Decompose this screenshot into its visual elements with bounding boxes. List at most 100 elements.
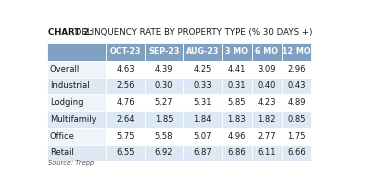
- Bar: [47, 43, 106, 61]
- Text: Overall: Overall: [50, 65, 80, 74]
- Text: Office: Office: [50, 132, 74, 141]
- Text: 2.56: 2.56: [116, 81, 135, 90]
- Bar: [183, 78, 222, 94]
- Bar: [106, 145, 145, 161]
- Bar: [145, 43, 183, 61]
- Bar: [106, 128, 145, 145]
- Bar: [252, 61, 282, 78]
- Bar: [252, 128, 282, 145]
- Bar: [106, 111, 145, 128]
- Text: 6.55: 6.55: [116, 148, 135, 157]
- Bar: [252, 111, 282, 128]
- Bar: [47, 61, 106, 78]
- Text: AUG-23: AUG-23: [186, 47, 219, 57]
- Bar: [145, 145, 183, 161]
- Bar: [183, 61, 222, 78]
- Text: 6.87: 6.87: [193, 148, 212, 157]
- Text: Industrial: Industrial: [50, 81, 89, 90]
- Text: 4.23: 4.23: [257, 98, 276, 107]
- Bar: [282, 43, 312, 61]
- Bar: [47, 145, 106, 161]
- Text: 1.75: 1.75: [287, 132, 306, 141]
- Bar: [106, 78, 145, 94]
- Text: OCT-23: OCT-23: [110, 47, 141, 57]
- Text: CHART 2:: CHART 2:: [48, 28, 93, 37]
- Text: 4.41: 4.41: [227, 65, 246, 74]
- Text: 5.31: 5.31: [193, 98, 212, 107]
- Bar: [145, 94, 183, 111]
- Bar: [183, 43, 222, 61]
- Text: 0.85: 0.85: [287, 115, 306, 124]
- Bar: [282, 78, 312, 94]
- Text: 4.76: 4.76: [116, 98, 135, 107]
- Bar: [222, 111, 252, 128]
- Text: 5.58: 5.58: [155, 132, 173, 141]
- Bar: [282, 128, 312, 145]
- Bar: [183, 111, 222, 128]
- Text: 4.89: 4.89: [287, 98, 306, 107]
- Bar: [222, 94, 252, 111]
- Text: SEP-23: SEP-23: [148, 47, 180, 57]
- Text: 5.27: 5.27: [155, 98, 173, 107]
- Text: 0.33: 0.33: [193, 81, 212, 90]
- Bar: [222, 78, 252, 94]
- Text: 6 MO: 6 MO: [255, 47, 278, 57]
- Text: 6.11: 6.11: [257, 148, 276, 157]
- Bar: [47, 78, 106, 94]
- Bar: [47, 111, 106, 128]
- Bar: [106, 94, 145, 111]
- Text: Lodging: Lodging: [50, 98, 83, 107]
- Bar: [282, 111, 312, 128]
- Bar: [282, 61, 312, 78]
- Bar: [252, 43, 282, 61]
- Bar: [222, 128, 252, 145]
- Bar: [145, 111, 183, 128]
- Text: Source: Trepp: Source: Trepp: [48, 160, 94, 166]
- Text: 2.77: 2.77: [257, 132, 276, 141]
- Text: 5.85: 5.85: [227, 98, 246, 107]
- Bar: [252, 145, 282, 161]
- Text: 4.63: 4.63: [116, 65, 135, 74]
- Bar: [222, 43, 252, 61]
- Text: 0.43: 0.43: [287, 81, 306, 90]
- Text: 4.25: 4.25: [193, 65, 212, 74]
- Text: 2.96: 2.96: [287, 65, 306, 74]
- Bar: [282, 94, 312, 111]
- Text: 5.07: 5.07: [193, 132, 212, 141]
- Bar: [106, 61, 145, 78]
- Bar: [145, 128, 183, 145]
- Text: 12 MO: 12 MO: [282, 47, 311, 57]
- Bar: [183, 128, 222, 145]
- Text: 0.30: 0.30: [155, 81, 173, 90]
- Bar: [183, 145, 222, 161]
- Bar: [252, 78, 282, 94]
- Text: 1.85: 1.85: [155, 115, 173, 124]
- Bar: [145, 61, 183, 78]
- Text: Multifamily: Multifamily: [50, 115, 96, 124]
- Bar: [222, 61, 252, 78]
- Text: 0.40: 0.40: [257, 81, 276, 90]
- Bar: [106, 43, 145, 61]
- Text: 3.09: 3.09: [257, 65, 276, 74]
- Bar: [47, 94, 106, 111]
- Text: 1.84: 1.84: [193, 115, 212, 124]
- Text: 4.39: 4.39: [155, 65, 173, 74]
- Bar: [183, 94, 222, 111]
- Bar: [222, 145, 252, 161]
- Text: 4.96: 4.96: [227, 132, 246, 141]
- Bar: [47, 128, 106, 145]
- Text: 3 MO: 3 MO: [225, 47, 248, 57]
- Text: 6.86: 6.86: [227, 148, 246, 157]
- Text: 5.75: 5.75: [116, 132, 135, 141]
- Text: 1.83: 1.83: [227, 115, 246, 124]
- Text: Retail: Retail: [50, 148, 74, 157]
- Bar: [252, 94, 282, 111]
- Bar: [145, 78, 183, 94]
- Text: 6.92: 6.92: [155, 148, 173, 157]
- Text: 0.31: 0.31: [227, 81, 246, 90]
- Text: 6.66: 6.66: [287, 148, 306, 157]
- Bar: [282, 145, 312, 161]
- Text: 1.82: 1.82: [257, 115, 276, 124]
- Text: 2.64: 2.64: [116, 115, 135, 124]
- Text: DELINQUENCY RATE BY PROPERTY TYPE (% 30 DAYS +): DELINQUENCY RATE BY PROPERTY TYPE (% 30 …: [72, 28, 313, 37]
